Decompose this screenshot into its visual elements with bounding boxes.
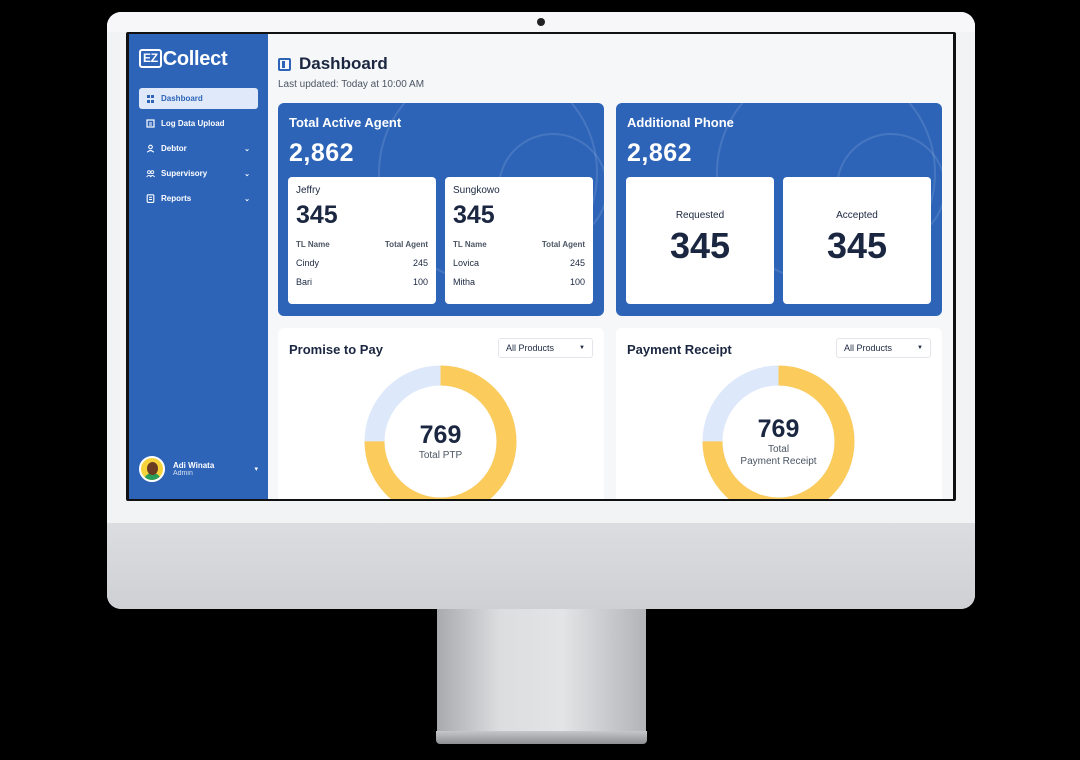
- product-filter-dropdown[interactable]: All Products ▼: [498, 338, 593, 358]
- sidebar-item-debtor[interactable]: Debtor ⌄: [139, 138, 258, 159]
- donut-segment[interactable]: [702, 365, 855, 500]
- donut-total: 769: [419, 421, 462, 449]
- sidebar-item-label: Supervisory: [161, 169, 208, 178]
- imac-stand-base: [436, 731, 647, 744]
- requested-box: Requested 345: [626, 177, 774, 304]
- chevron-down-icon: ⌄: [244, 145, 250, 153]
- card-title: Promise to Pay: [289, 342, 383, 357]
- column-header: TL Name: [453, 240, 487, 249]
- main-content: Dashboard Last updated: Today at 10:00 A…: [268, 34, 953, 499]
- chevron-down-icon: ▼: [579, 345, 585, 351]
- user-role: Admin: [173, 470, 193, 477]
- requested-value: 345: [669, 225, 731, 266]
- tl-total: 100: [412, 277, 428, 287]
- accepted-box: Accepted 345: [783, 177, 931, 304]
- group-value: 345: [453, 201, 495, 229]
- ptp-donut-chart: [364, 365, 517, 500]
- app-logo[interactable]: EZ Collect: [139, 48, 228, 71]
- donut-label: Total PTP: [418, 450, 463, 461]
- card-title: Payment Receipt: [627, 342, 732, 357]
- logo-text: Collect: [162, 48, 228, 70]
- donut-center: 769 Total PTP: [363, 364, 518, 499]
- agent-group-card: Jeffry 345 TL Name Total Agent Cindy 245…: [288, 177, 436, 304]
- camera: [537, 18, 545, 26]
- imac-stand: [437, 609, 646, 731]
- donut-total: 769: [757, 415, 800, 443]
- sidebar-item-label: Reports: [161, 194, 192, 203]
- total-active-agent-card: Total Active Agent 2,862 Jeffry 345 TL N…: [278, 103, 604, 316]
- group-value: 345: [296, 201, 338, 229]
- sidebar-item-label: Log Data Upload: [161, 119, 225, 128]
- tl-table: TL Name Total Agent Cindy 245 Bari 100: [296, 240, 428, 296]
- avatar: [139, 456, 165, 482]
- sidebar-toggle-icon[interactable]: [278, 57, 291, 71]
- sidebar: EZ Collect Dashboard Log Data Upload Debt…: [129, 34, 268, 499]
- agent-group-card: Sungkowo 345 TL Name Total Agent Lovica …: [445, 177, 593, 304]
- accepted-value: 345: [826, 225, 888, 266]
- receipt-donut-chart: [702, 365, 855, 500]
- sidebar-item-reports[interactable]: Reports ⌄: [139, 188, 258, 209]
- tl-name: Cindy: [296, 258, 320, 268]
- tl-total: 100: [569, 277, 585, 287]
- product-filter-dropdown[interactable]: All Products ▼: [836, 338, 931, 358]
- report-icon: [146, 194, 155, 203]
- table-row: Cindy 245: [296, 258, 428, 277]
- card-value: 2,862: [627, 139, 693, 167]
- user-icon: [146, 144, 155, 153]
- tl-name: Bari: [296, 277, 313, 287]
- column-header: Total Agent: [384, 240, 428, 249]
- sidebar-item-dashboard[interactable]: Dashboard: [139, 88, 258, 109]
- donut-label: Payment Receipt: [740, 456, 817, 467]
- column-header: TL Name: [296, 240, 330, 249]
- payment-receipt-card: Payment Receipt All Products ▼ 769 Total…: [616, 328, 942, 499]
- tl-table: TL Name Total Agent Lovica 245 Mitha 100: [453, 240, 585, 296]
- dropdown-value: All Products: [506, 343, 555, 353]
- sidebar-nav: Dashboard Log Data Upload Debtor ⌄ Supe: [139, 88, 258, 213]
- column-header: Total Agent: [541, 240, 585, 249]
- table-header: TL Name Total Agent: [296, 240, 428, 258]
- sidebar-item-log-data-upload[interactable]: Log Data Upload: [139, 113, 258, 134]
- table-header: TL Name Total Agent: [453, 240, 585, 258]
- donut-segment[interactable]: [364, 365, 517, 500]
- tl-name: Mitha: [453, 277, 476, 287]
- tl-total: 245: [412, 258, 428, 268]
- user-info: Adi Winata Admin: [173, 461, 214, 477]
- table-row: Bari 100: [296, 277, 428, 296]
- app-screen: EZ Collect Dashboard Log Data Upload Debt…: [129, 34, 953, 499]
- imac-chin: [107, 523, 975, 609]
- sidebar-item-supervisory[interactable]: Supervisory ⌄: [139, 163, 258, 184]
- group-name: Jeffry: [296, 185, 321, 196]
- last-updated: Last updated: Today at 10:00 AM: [278, 79, 425, 90]
- sidebar-item-label: Debtor: [161, 144, 187, 153]
- tl-name: Lovica: [453, 258, 480, 268]
- user-menu[interactable]: Adi Winata Admin ▾: [139, 456, 258, 482]
- page-title-text: Dashboard: [299, 54, 388, 73]
- group-name: Sungkowo: [453, 185, 500, 196]
- donut-label: Total: [767, 444, 790, 455]
- page-title: Dashboard: [278, 54, 388, 74]
- card-value: 2,862: [289, 139, 355, 167]
- chevron-down-icon: ⌄: [244, 170, 250, 178]
- table-row: Mitha 100: [453, 277, 585, 296]
- card-title: Additional Phone: [627, 115, 734, 130]
- promise-to-pay-card: Promise to Pay All Products ▼ 769 Total …: [278, 328, 604, 499]
- sidebar-item-label: Dashboard: [161, 94, 203, 103]
- donut-center: 769 Total Payment Receipt: [701, 364, 856, 499]
- user-name: Adi Winata: [173, 461, 215, 470]
- additional-phone-card: Additional Phone 2,862 Requested 345 Acc…: [616, 103, 942, 316]
- chevron-down-icon: ⌄: [244, 195, 250, 203]
- dropdown-value: All Products: [844, 343, 893, 353]
- accepted-label: Accepted: [836, 210, 878, 221]
- users-icon: [146, 169, 155, 178]
- requested-label: Requested: [675, 210, 725, 221]
- chevron-down-icon: ▼: [917, 345, 923, 351]
- grid-icon: [146, 94, 155, 103]
- upload-icon: [146, 119, 155, 128]
- table-row: Lovica 245: [453, 258, 585, 277]
- card-title: Total Active Agent: [289, 115, 402, 130]
- tl-total: 245: [569, 258, 585, 268]
- logo-mark: EZ: [139, 49, 162, 68]
- caret-down-icon: ▾: [254, 466, 258, 473]
